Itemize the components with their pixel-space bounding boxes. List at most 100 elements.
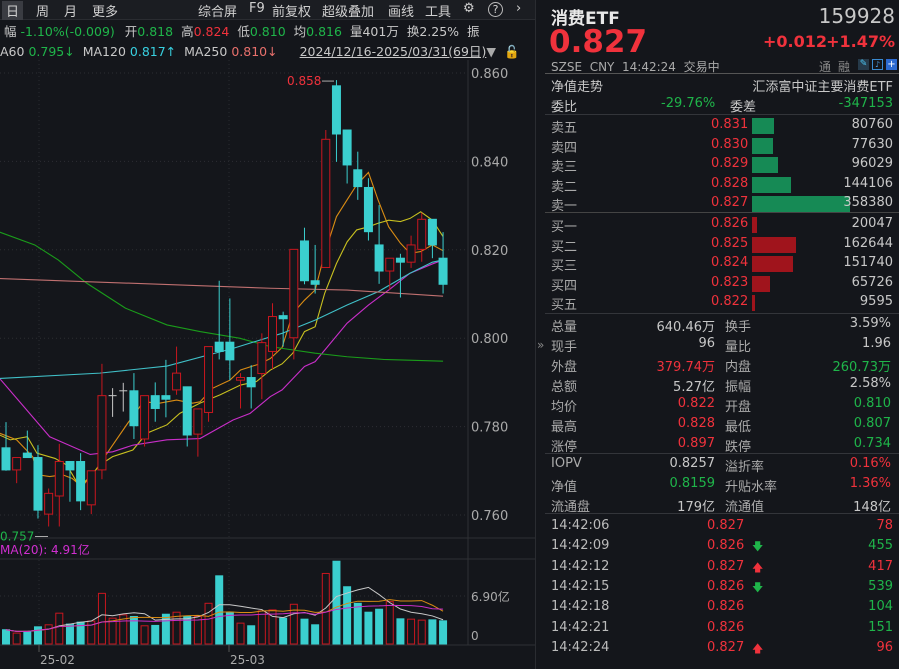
alert-bell-icon[interactable]: ♪ <box>872 59 883 70</box>
tab-day[interactable]: 日 <box>2 1 24 20</box>
ma250-value: 0.810↓ <box>231 44 278 59</box>
volume-bar <box>321 572 330 645</box>
price-tick-label: 0.760 <box>471 509 508 524</box>
tick-volume: 96 <box>876 639 893 655</box>
bid-level[interactable]: 买四 0.823 65726 <box>545 274 899 294</box>
low-label: 低 <box>237 24 250 39</box>
max-price-label: 0.858 <box>287 74 321 88</box>
candle <box>310 244 320 294</box>
stat-label: 内盘 <box>725 360 752 375</box>
stat-value: 260.73万 <box>832 360 892 375</box>
bid-level[interactable]: 买五 0.822 9595 <box>545 293 899 313</box>
dropdown-arrow-icon[interactable]: ▼ <box>486 44 496 59</box>
tick-row: 14:42:09 0.826 🡇 455 <box>545 537 899 556</box>
tab-week[interactable]: 周 <box>36 5 50 20</box>
chevron-right-icon[interactable]: › <box>516 1 522 16</box>
date-range-selector[interactable]: 2024/12/16-2025/03/31(69日) <box>299 44 487 59</box>
tong-tag: 通 <box>819 60 832 74</box>
candle <box>22 430 32 459</box>
candle-body <box>299 240 309 282</box>
ma120-value: 0.817↑ <box>129 44 177 59</box>
tab-month[interactable]: 月 <box>64 5 78 20</box>
panel-collapse-strip[interactable]: » <box>535 0 545 669</box>
volume-bar <box>23 630 32 645</box>
stat-label: 最高 <box>551 420 578 435</box>
level-price[interactable]: 0.831 <box>711 117 749 132</box>
candle <box>385 257 395 291</box>
edit-icon[interactable]: ✎ <box>858 59 869 70</box>
candle-body <box>182 386 192 436</box>
stat-label: 外盘 <box>551 360 578 375</box>
composite-screen-button[interactable]: 综合屏 <box>198 5 238 20</box>
open-value: 0.818 <box>137 24 174 39</box>
level-price[interactable]: 0.823 <box>711 274 749 290</box>
collapse-arrow-icon[interactable]: » <box>537 338 545 352</box>
ask-level[interactable]: 卖五 0.831 80760 <box>545 116 899 136</box>
volume-bar <box>97 592 106 645</box>
volume-bar <box>343 586 352 645</box>
level-price[interactable]: 0.825 <box>711 235 749 251</box>
level-price[interactable]: 0.828 <box>711 175 749 191</box>
candle <box>236 373 246 409</box>
ma-summary: A60 0.795↓ MA120 0.817↑ MA250 0.810↓ 202… <box>0 41 520 60</box>
add-watchlist-icon[interactable]: + <box>886 59 897 70</box>
candle-body <box>54 461 64 497</box>
level-price[interactable]: 0.826 <box>711 216 749 231</box>
ask-level[interactable]: 卖二 0.828 144106 <box>545 175 899 195</box>
order-diff-label: 委差 <box>730 100 757 115</box>
level-label: 卖三 <box>551 160 578 176</box>
level-price[interactable]: 0.827 <box>711 195 749 211</box>
volume-bar <box>375 608 384 645</box>
level-price[interactable]: 0.829 <box>711 156 749 172</box>
level-qty: 96029 <box>851 156 893 172</box>
ma60-label: A60 <box>0 44 25 59</box>
nav-trend-row[interactable]: 净值走势 汇添富中证主要消费ETF <box>545 75 899 95</box>
candle-body <box>246 377 256 388</box>
help-icon[interactable]: ? <box>488 2 503 17</box>
candle-body <box>22 452 32 459</box>
bid-level[interactable]: 买二 0.825 162644 <box>545 235 899 255</box>
candle <box>86 470 96 515</box>
stat-label: 涨停 <box>551 440 578 455</box>
tick-volume: 104 <box>868 599 893 615</box>
level-label: 买四 <box>551 278 578 294</box>
stat-value: 640.46万 <box>656 320 716 335</box>
level-price[interactable]: 0.830 <box>711 136 749 152</box>
tick-time: 14:42:06 <box>551 518 610 533</box>
tools-button[interactable]: 工具 <box>425 5 452 20</box>
tab-more[interactable]: 更多 <box>92 5 119 20</box>
gear-icon[interactable]: ⚙ <box>463 1 475 16</box>
ask-level[interactable]: 卖三 0.829 96029 <box>545 155 899 176</box>
candle <box>363 178 373 241</box>
candle-body <box>97 395 107 471</box>
candle <box>268 303 277 370</box>
level-price[interactable]: 0.824 <box>711 255 749 271</box>
lock-icon[interactable]: 🔓 <box>503 44 520 59</box>
ask-level[interactable]: 卖一 0.827 358380 <box>545 194 899 215</box>
candle <box>299 227 309 285</box>
stat-label: 开盘 <box>725 400 752 415</box>
bid-level[interactable]: 买三 0.824 151740 <box>545 254 899 274</box>
super-overlay-button[interactable]: 超级叠加 <box>322 5 375 20</box>
draw-line-button[interactable]: 画线 <box>388 5 415 20</box>
low-value: 0.810 <box>249 24 286 39</box>
level-price[interactable]: 0.822 <box>711 294 749 310</box>
volume-label: 量 <box>349 24 363 39</box>
level-label: 卖一 <box>551 199 578 215</box>
ask-level[interactable]: 卖四 0.830 77630 <box>545 136 899 156</box>
stat-label: 现手 <box>551 340 578 355</box>
time-tick-label: 25-02 <box>40 653 75 667</box>
forward-adjust-button[interactable]: 前复权 <box>272 5 312 20</box>
nav-trend-label[interactable]: 净值走势 <box>551 80 604 95</box>
chart-background <box>0 60 535 669</box>
bid-level[interactable]: 买一 0.826 20047 <box>545 215 899 235</box>
kline-chart[interactable]: 0.860 0.840 0.820 0.800 0.780 0.760 0.858 0.757… <box>0 60 535 669</box>
candle <box>278 311 288 347</box>
f9-button[interactable]: F9 <box>249 1 265 16</box>
stat-row: 涨停 0.897 跌停 0.734 <box>545 435 899 455</box>
rong-tag: 融 <box>838 60 851 74</box>
stat-label: 净值 <box>551 480 578 495</box>
level-qty: 358380 <box>843 195 893 211</box>
tick-price: 0.826 <box>707 578 745 594</box>
tick-volume: 151 <box>868 619 893 635</box>
